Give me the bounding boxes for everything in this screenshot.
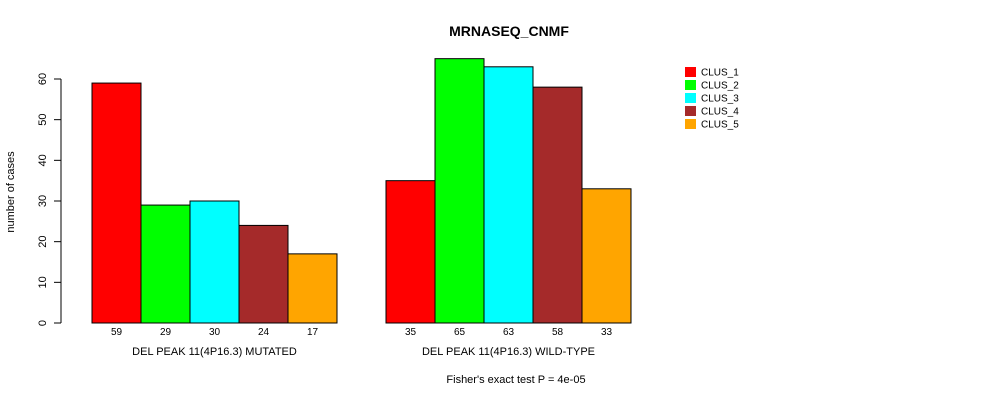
bar-wild-type-clus-3 xyxy=(483,66,534,324)
legend-label: CLUS_5 xyxy=(701,120,739,131)
bar-mutated-clus-1 xyxy=(91,82,142,324)
legend-label: CLUS_3 xyxy=(701,94,739,105)
bar-mutated-clus-3 xyxy=(189,200,240,324)
group-label-mutated: DEL PEAK 11(4P16.3) MUTATED xyxy=(132,346,297,358)
bars xyxy=(91,58,632,324)
legend-swatch-clus-1 xyxy=(685,67,696,77)
y-tick-label: 40 xyxy=(37,154,49,166)
legend-swatch-clus-4 xyxy=(685,106,696,116)
y-tick-label: 0 xyxy=(37,320,49,326)
y-tick-label: 50 xyxy=(37,114,49,126)
bar-count-label: 17 xyxy=(307,327,319,338)
y-tick-label: 30 xyxy=(37,195,49,207)
bar-wild-type-clus-2 xyxy=(434,58,485,324)
y-axis: 0 10 20 30 40 50 60 xyxy=(37,73,62,326)
legend-label: CLUS_2 xyxy=(701,81,739,92)
legend-label: CLUS_1 xyxy=(701,68,739,79)
legend-label: CLUS_4 xyxy=(701,107,739,118)
count-labels: 59 29 30 24 17 35 65 63 58 33 xyxy=(111,327,613,338)
group-labels: DEL PEAK 11(4P16.3) MUTATED DEL PEAK 11(4… xyxy=(132,346,595,358)
y-axis-label: number of cases xyxy=(5,151,17,233)
bar-mutated-clus-5 xyxy=(287,253,338,324)
legend: CLUS_1 CLUS_2 CLUS_3 CLUS_4 CLUS_5 xyxy=(685,67,739,131)
y-tick-label: 60 xyxy=(37,73,49,85)
legend-swatch-clus-5 xyxy=(685,119,696,129)
chart-title: MRNASEQ_CNMF xyxy=(449,23,569,39)
y-tick-label: 20 xyxy=(37,236,49,248)
bar-count-label: 30 xyxy=(209,327,221,338)
legend-swatch-clus-2 xyxy=(685,80,696,90)
bar-count-label: 63 xyxy=(503,327,515,338)
bar-wild-type-clus-1 xyxy=(385,180,436,324)
bar-wild-type-clus-5 xyxy=(581,188,632,324)
legend-swatch-clus-3 xyxy=(685,93,696,103)
bar-count-label: 33 xyxy=(601,327,613,338)
bar-wild-type-clus-4 xyxy=(532,86,583,324)
fisher-test-footnote: Fisher's exact test P = 4e-05 xyxy=(446,374,585,386)
bar-count-label: 35 xyxy=(405,327,417,338)
bar-count-label: 59 xyxy=(111,327,123,338)
bar-count-label: 24 xyxy=(258,327,270,338)
y-tick-label: 10 xyxy=(37,276,49,288)
bar-count-label: 29 xyxy=(160,327,172,338)
bar-count-label: 58 xyxy=(552,327,564,338)
bar-count-label: 65 xyxy=(454,327,466,338)
group-label-wild-type: DEL PEAK 11(4P16.3) WILD-TYPE xyxy=(422,346,595,358)
bar-mutated-clus-4 xyxy=(238,224,289,324)
bar-mutated-clus-2 xyxy=(140,204,191,324)
